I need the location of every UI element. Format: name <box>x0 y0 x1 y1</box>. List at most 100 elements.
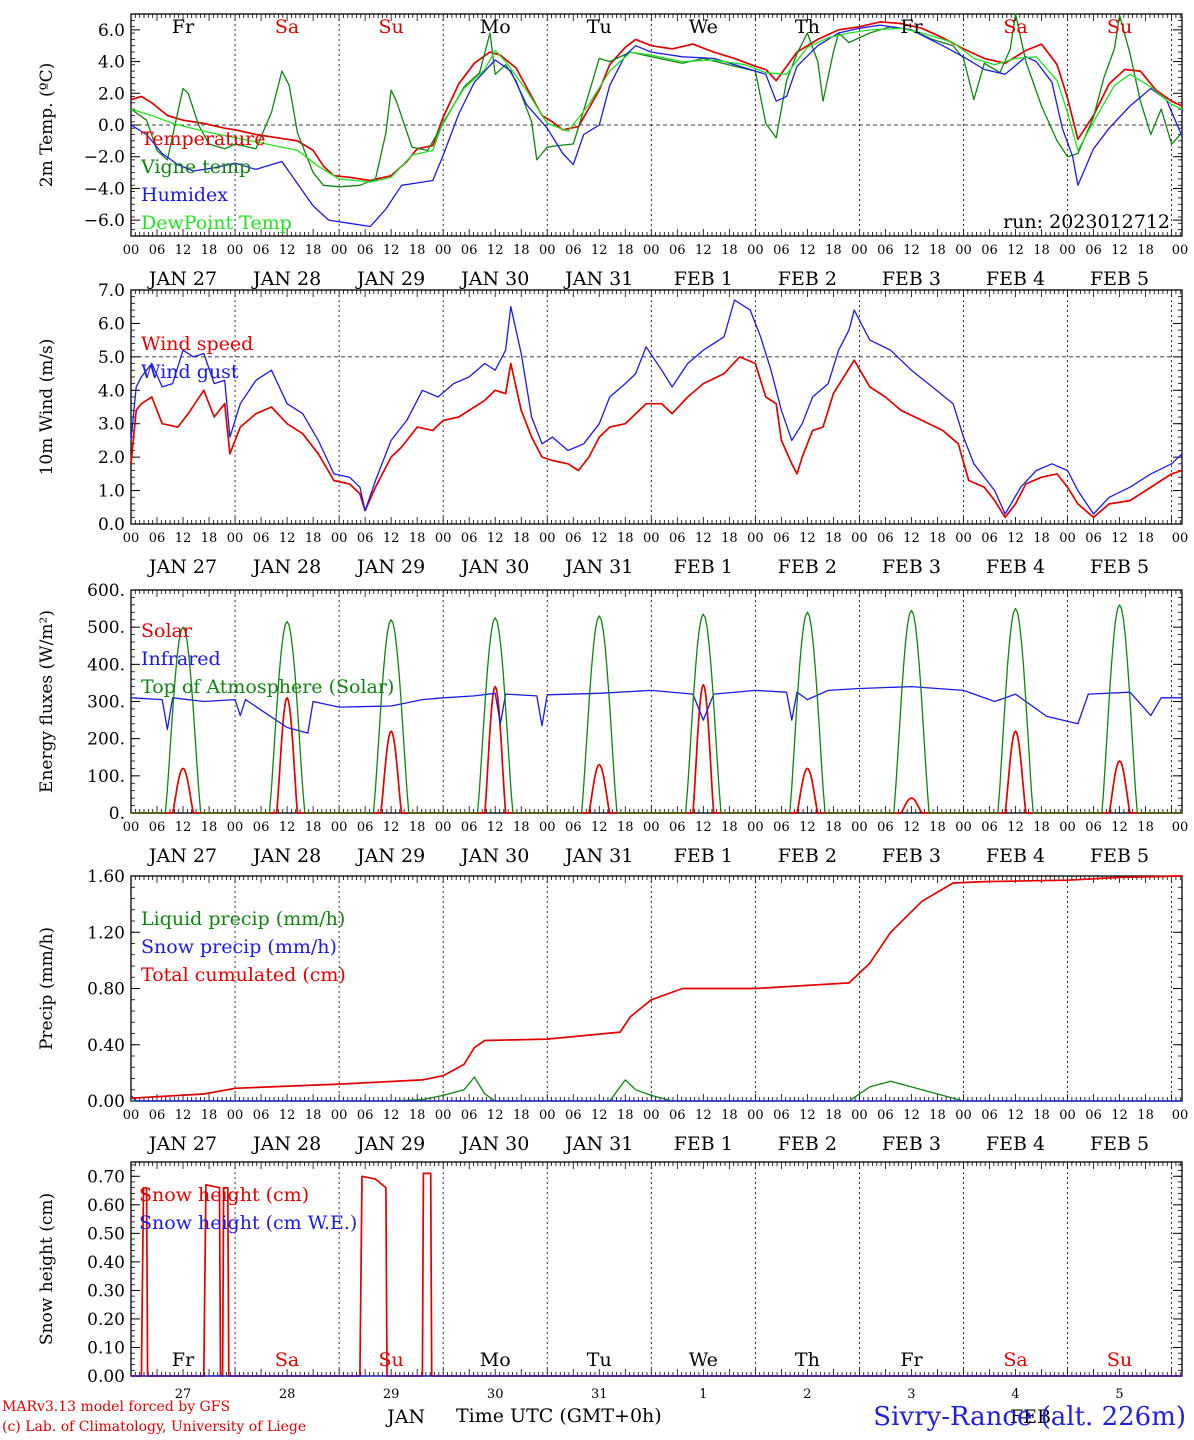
snow-y-tick-label: 0.30 <box>87 1281 125 1301</box>
hour-tick-label: 18 <box>617 1108 634 1123</box>
hour-tick-label: 12 <box>279 531 296 546</box>
date-label: FEB 1 <box>674 556 733 578</box>
date-label: FEB 4 <box>986 556 1045 578</box>
energy-series-infrared <box>130 685 1182 734</box>
hour-tick-label: 06 <box>877 1108 894 1123</box>
date-label: FEB 2 <box>778 556 837 578</box>
time-axis-label: Time UTC (GMT+0h) <box>456 1405 662 1427</box>
precip-series-total-cumulated-cm- <box>130 875 1183 1100</box>
date-label: FEB 3 <box>882 845 941 867</box>
wind-frame <box>130 289 1183 525</box>
date-label: JAN 30 <box>459 845 529 867</box>
hour-tick-label: 12 <box>1111 243 1128 258</box>
hour-tick-label: 12 <box>1111 531 1128 546</box>
energy-y-tick-label: 200. <box>87 730 125 750</box>
day-name-label: Sa <box>1003 16 1027 38</box>
hour-tick-label: 12 <box>279 243 296 258</box>
day-number-label: 29 <box>383 1387 400 1402</box>
day-name-label: Su <box>379 1349 404 1371</box>
energy-y-tick-label: 0. <box>109 804 125 824</box>
date-label: FEB 5 <box>1090 556 1149 578</box>
hour-tick-label: 18 <box>1033 531 1050 546</box>
day-name-label: We <box>689 1349 718 1371</box>
hour-tick-label: 18 <box>929 820 946 835</box>
temp-series-humidex <box>130 24 1183 228</box>
hour-tick-label: 00 <box>955 1108 972 1123</box>
hour-tick-label: 06 <box>149 243 166 258</box>
hour-tick-label: 12 <box>383 531 400 546</box>
hour-tick-label: 00 <box>643 243 660 258</box>
temp-legend-item: Temperature <box>141 128 265 150</box>
hour-tick-label: 00 <box>643 820 660 835</box>
lab-credit: (c) Lab. of Climatology, University of L… <box>2 1419 307 1435</box>
hour-tick-label: 18 <box>617 531 634 546</box>
hour-tick-label: 06 <box>565 243 582 258</box>
hour-tick-label: 00 <box>747 243 764 258</box>
temp-series-dewpoint-temp <box>130 27 1183 183</box>
hour-tick-label: 06 <box>981 1108 998 1123</box>
energy-legend-item: Solar <box>141 620 193 642</box>
hour-tick-label: 18 <box>1137 531 1154 546</box>
day-name-label: Tu <box>587 16 612 38</box>
hour-tick-label: 00 <box>227 820 244 835</box>
date-label: JAN 31 <box>563 1133 633 1155</box>
date-label: JAN 29 <box>355 1133 425 1155</box>
hour-tick-label: 00 <box>1172 820 1189 835</box>
day-number-label: 30 <box>487 1387 504 1402</box>
hour-tick-label: 06 <box>773 243 790 258</box>
hour-tick-label: 18 <box>409 243 426 258</box>
hour-tick-label: 06 <box>877 243 894 258</box>
hour-tick-label: 00 <box>851 1108 868 1123</box>
hour-tick-label: 00 <box>435 820 452 835</box>
hour-tick-label: 18 <box>409 531 426 546</box>
date-label: FEB 3 <box>882 268 941 290</box>
date-label: JAN 28 <box>251 845 321 867</box>
precip-y-tick-label: 1.20 <box>87 923 125 943</box>
hour-tick-label: 12 <box>903 243 920 258</box>
wind-y-tick-label: 1.0 <box>98 482 125 502</box>
day-name-label: Mo <box>480 1349 511 1371</box>
wind-y-tick-label: 5.0 <box>98 348 125 368</box>
date-label: JAN 30 <box>459 1133 529 1155</box>
energy-series-top-of-atmosphere-solar- <box>131 604 1182 814</box>
hour-tick-label: 18 <box>929 1108 946 1123</box>
hour-tick-label: 12 <box>1111 1108 1128 1123</box>
hour-tick-label: 00 <box>747 1108 764 1123</box>
date-label: FEB 1 <box>674 845 733 867</box>
hour-tick-label: 18 <box>1033 243 1050 258</box>
energy-legend-item: Top of Atmosphere (Solar) <box>141 676 394 698</box>
hour-tick-label: 06 <box>253 820 270 835</box>
energy-y-tick-label: 300. <box>87 693 125 713</box>
hour-tick-label: 06 <box>669 820 686 835</box>
precip-y-tick-label: 1.60 <box>87 867 125 887</box>
temp-y-tick-label: 6.0 <box>98 21 125 41</box>
day-name-label: Th <box>795 16 820 38</box>
hour-tick-label: 00 <box>747 531 764 546</box>
hour-tick-label: 00 <box>1059 531 1076 546</box>
hour-tick-label: 00 <box>955 820 972 835</box>
date-label: JAN 28 <box>251 268 321 290</box>
date-label: JAN 27 <box>147 1133 217 1155</box>
hour-tick-label: 06 <box>1085 243 1102 258</box>
hour-tick-label: 12 <box>175 243 192 258</box>
date-label: FEB 4 <box>986 268 1045 290</box>
hour-tick-label: 06 <box>981 243 998 258</box>
hour-tick-label: 18 <box>825 243 842 258</box>
hour-tick-label: 00 <box>227 243 244 258</box>
day-name-label: Fr <box>900 1349 923 1371</box>
hour-tick-label: 18 <box>721 820 738 835</box>
hour-tick-label: 06 <box>877 531 894 546</box>
hour-tick-label: 06 <box>565 1108 582 1123</box>
wind-legend-item: Wind gust <box>141 361 239 383</box>
date-label: JAN 31 <box>563 268 633 290</box>
date-label: FEB 3 <box>882 1133 941 1155</box>
day-name-label: Sa <box>275 1349 299 1371</box>
hour-tick-label: 12 <box>383 820 400 835</box>
wind-y-tick-label: 4.0 <box>98 381 125 401</box>
hour-tick-label: 00 <box>539 531 556 546</box>
temp-y-tick-label: −2.0 <box>84 148 125 168</box>
snow-legend-item: Snow height (cm W.E.) <box>139 1212 357 1234</box>
date-label: FEB 2 <box>778 268 837 290</box>
hour-tick-label: 00 <box>747 820 764 835</box>
date-label: JAN 27 <box>147 845 217 867</box>
